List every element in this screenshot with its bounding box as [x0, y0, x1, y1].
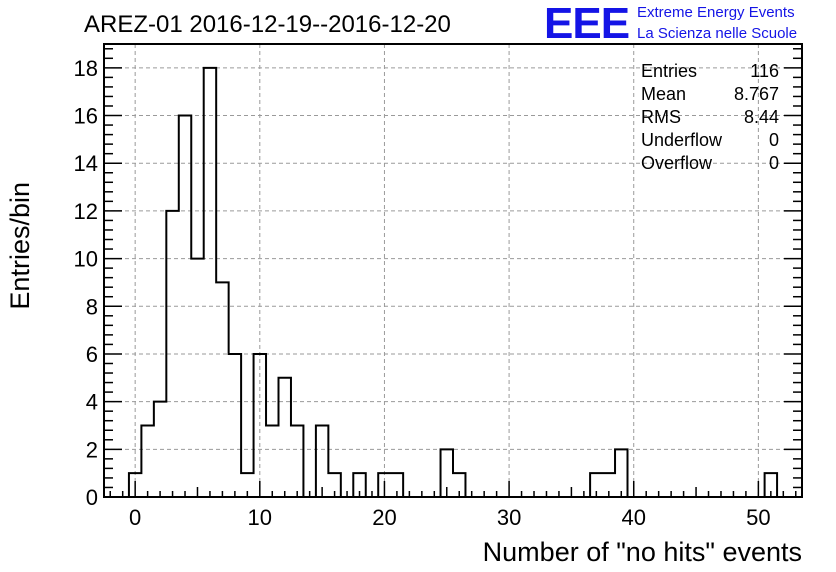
stat-label: Mean — [641, 84, 687, 104]
stat-entries: Entries 116 — [641, 60, 779, 83]
plot-frame — [103, 43, 803, 498]
x-tick-label: 30 — [497, 505, 521, 530]
stat-value: 116 — [750, 61, 779, 81]
y-tick-label: 0 — [86, 485, 98, 510]
eee-logo-mark: EEE — [544, 0, 630, 48]
stat-label: Underflow — [641, 130, 723, 150]
x-axis-label: Number of "no hits" events — [482, 537, 802, 567]
x-tick-label: 0 — [129, 505, 141, 530]
stat-overflow: Overflow 0 — [641, 152, 779, 175]
stat-underflow: Underflow 0 — [641, 129, 779, 152]
axis-ticks: 0 10 20 30 40 50 0 2 4 6 8 10 12 14 16 18 — [74, 48, 802, 530]
stat-mean: Mean 8.767 — [641, 83, 779, 106]
stat-value: 8.44 — [743, 107, 779, 127]
histogram-bin — [291, 425, 303, 497]
stat-value: 0 — [768, 153, 779, 173]
logo-line-2: La Scienza nelle Scuole — [637, 25, 798, 42]
x-tick-label: 40 — [621, 505, 645, 530]
stat-label: Entries — [641, 61, 698, 81]
stat-value: 0 — [768, 130, 779, 150]
histogram-bin — [279, 378, 291, 497]
histogram-bin — [216, 282, 228, 497]
y-tick-label: 16 — [74, 104, 98, 129]
histogram-bin — [316, 425, 328, 497]
histogram-bin — [204, 68, 216, 497]
histogram-bin — [229, 354, 241, 497]
x-tick-label: 10 — [248, 505, 272, 530]
y-tick-label: 6 — [86, 342, 98, 367]
histogram-bin — [141, 425, 153, 497]
y-tick-label: 10 — [74, 247, 98, 272]
histogram-bin — [615, 449, 627, 497]
eee-logo: EEE — [544, 0, 630, 48]
y-tick-label: 18 — [74, 56, 98, 81]
stats-box: Entries 116 Mean 8.767 RMS 8.44 Underflo… — [641, 60, 779, 175]
stat-label: RMS — [641, 107, 681, 127]
y-tick-label: 2 — [86, 437, 98, 462]
y-tick-label: 14 — [74, 151, 98, 176]
histogram-bin — [191, 259, 203, 497]
x-tick-label: 50 — [746, 505, 770, 530]
y-tick-label: 4 — [86, 390, 98, 415]
stat-value: 8.767 — [733, 84, 779, 104]
x-tick-label: 20 — [372, 505, 396, 530]
y-tick-label: 8 — [86, 294, 98, 319]
logo-line-1: Extreme Energy Events — [637, 4, 795, 21]
y-axis-label: Entries/bin — [5, 182, 35, 310]
stat-label: Overflow — [641, 153, 713, 173]
chart-title: AREZ-01 2016-12-19--2016-12-20 — [84, 11, 451, 38]
histogram-bin — [266, 425, 278, 497]
stat-rms: RMS 8.44 — [641, 106, 779, 129]
grid-lines — [104, 44, 802, 497]
y-tick-label: 12 — [74, 199, 98, 224]
